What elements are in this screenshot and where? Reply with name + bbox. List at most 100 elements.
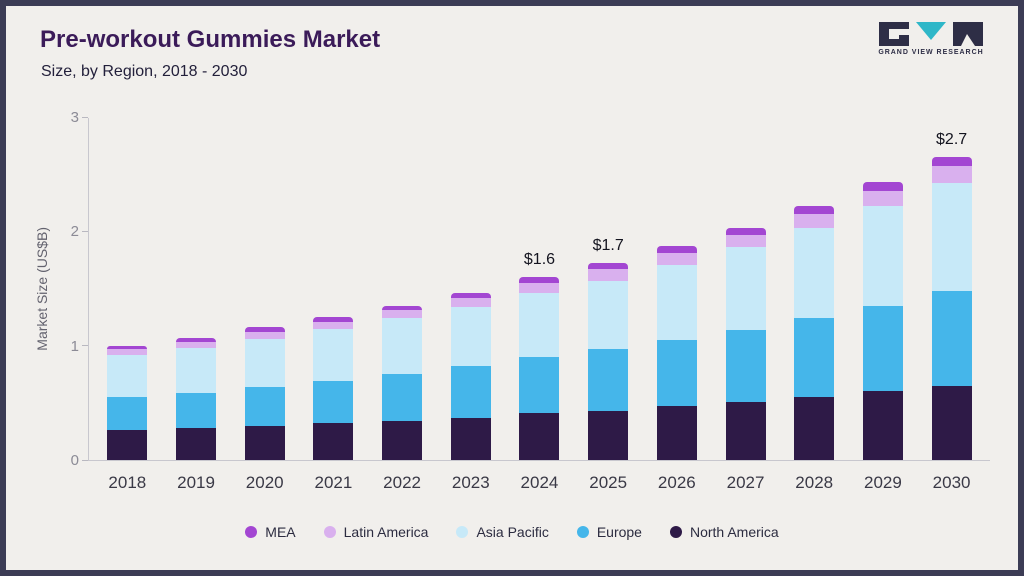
bar-group-2025: $1.7 <box>588 118 629 460</box>
legend-swatch-icon <box>669 526 682 538</box>
bar-segment-latin-america <box>725 234 766 248</box>
bar-segment-europe <box>107 397 148 431</box>
bar-segment-asia-pacific <box>931 183 972 291</box>
legend-item-latin-america: Latin America <box>323 524 429 540</box>
bar-segment-latin-america <box>656 253 697 265</box>
bar-segment-asia-pacific <box>519 293 560 358</box>
bar-segment-north-america <box>519 413 560 460</box>
x-axis-tick-label: 2018 <box>108 473 147 492</box>
page-title: Pre-workout Gummies Market <box>40 26 381 53</box>
chart-header: Pre-workout Gummies Market Size, by Regi… <box>40 26 380 81</box>
bar-segment-asia-pacific <box>450 306 491 367</box>
x-axis-tick-label: 2023 <box>451 473 490 492</box>
y-axis-tick-label: 2 <box>70 223 79 241</box>
x-axis-tick-label: 2027 <box>726 473 765 492</box>
logo-caption: GRAND VIEW RESEARCH <box>878 49 984 56</box>
bar-segment-north-america <box>588 410 629 460</box>
bar-group-2019 <box>176 118 217 460</box>
bar-segment-north-america <box>107 430 148 460</box>
bar-segment-north-america <box>794 397 835 460</box>
legend-label: North America <box>689 524 779 540</box>
legend-label: Asia Pacific <box>476 524 549 540</box>
bar-segment-mea <box>519 277 560 283</box>
bar-segment-europe <box>382 374 423 422</box>
x-axis-tick-label: 2020 <box>245 473 284 492</box>
y-axis-title-wrap: Market Size (US$B) <box>33 118 51 460</box>
bar-segment-mea <box>244 327 285 332</box>
x-axis-tick-label: 2019 <box>177 473 215 492</box>
bar-segment-mea <box>656 246 697 254</box>
bar-group-2024: $1.6 <box>519 118 560 460</box>
bar-segment-mea <box>588 263 629 270</box>
bar-segment-mea <box>862 182 903 192</box>
bar-segment-north-america <box>450 417 491 460</box>
bar-group-2026 <box>656 118 697 460</box>
bar-segment-mea <box>794 206 835 215</box>
grand-view-research-logo: GRAND VIEW RESEARCH <box>876 22 986 56</box>
gvr-logo-mark <box>879 22 983 46</box>
bar-segment-asia-pacific <box>862 206 903 306</box>
bar-segment-mea <box>313 317 354 322</box>
bar-group-2021 <box>313 118 354 460</box>
x-axis-tick-label: 2026 <box>657 473 696 492</box>
legend-item-europe: Europe <box>576 524 642 540</box>
bar-value-annotation: $1.6 <box>523 251 556 269</box>
legend-label: MEA <box>265 524 296 540</box>
y-axis-tick-mark <box>82 116 88 118</box>
legend-label: Latin America <box>343 524 429 540</box>
y-axis-tick-mark <box>82 345 88 347</box>
bar-segment-mea <box>176 337 217 343</box>
y-axis-tick-label: 1 <box>70 337 79 355</box>
y-axis-title: Market Size (US$B) <box>34 227 50 351</box>
bar-segment-latin-america <box>176 342 217 349</box>
y-axis-tick-mark <box>82 459 88 461</box>
bar-segment-europe <box>794 318 835 398</box>
bar-segment-europe <box>656 340 697 407</box>
bar-segment-asia-pacific <box>656 264 697 341</box>
bar-segment-asia-pacific <box>588 280 629 350</box>
bar-segment-latin-america <box>519 282 560 294</box>
bar-segment-europe <box>725 329 766 402</box>
legend-item-asia-pacific: Asia Pacific <box>456 524 549 540</box>
bar-segment-north-america <box>313 423 354 460</box>
bar-segment-latin-america <box>794 214 835 228</box>
legend-item-north-america: North America <box>669 524 779 540</box>
bar-segment-europe <box>588 349 629 411</box>
bar-segment-asia-pacific <box>382 318 423 375</box>
x-axis-tick-label: 2024 <box>520 473 559 492</box>
bar-segment-latin-america <box>862 191 903 207</box>
bar-group-2030: $2.7 <box>931 118 972 460</box>
stacked-bar-chart: Market Size (US$B) 0 1 2 3 $1.6 $1.7 $2.7 201… <box>34 109 990 492</box>
bar-value-annotation: $2.7 <box>936 131 968 148</box>
bar-group-2028 <box>794 118 835 460</box>
bar-segment-latin-america <box>450 297 491 307</box>
legend-item-mea: MEA <box>245 524 296 540</box>
x-axis-tick-label: 2028 <box>795 473 834 492</box>
bar-segment-asia-pacific <box>107 354 148 398</box>
bar-segment-asia-pacific <box>176 348 217 393</box>
bar-segment-latin-america <box>588 269 629 281</box>
x-axis-tick-label: 2021 <box>314 473 353 492</box>
y-axis-tick-label: 3 <box>70 109 79 126</box>
legend-label: Europe <box>596 524 642 540</box>
legend-swatch-icon <box>245 526 258 538</box>
bar-segment-north-america <box>176 428 217 460</box>
bar-segment-mea <box>931 157 972 167</box>
bar-segment-north-america <box>244 425 285 460</box>
bar-segment-asia-pacific <box>313 328 354 382</box>
bar-group-2020 <box>244 118 285 460</box>
bars: $1.6 $1.7 $2.7 <box>89 118 990 460</box>
bar-segment-latin-america <box>244 331 285 339</box>
plot-area: Market Size (US$B) 0 1 2 3 $1.6 $1.7 $2.7 201… <box>34 109 990 492</box>
bar-segment-mea <box>382 305 423 311</box>
bar-segment-europe <box>176 392 217 428</box>
x-axis-tick-label: 2030 <box>932 473 971 492</box>
bar-segment-latin-america <box>931 166 972 184</box>
x-axis-tick-label: 2025 <box>589 473 628 492</box>
bar-segment-north-america <box>931 385 972 460</box>
bar-segment-latin-america <box>382 310 423 319</box>
legend: MEA Latin America Asia Pacific Europe North … <box>6 524 1018 540</box>
bar-group-2027 <box>725 118 766 460</box>
bar-segment-north-america <box>382 421 423 460</box>
bar-segment-mea <box>725 227 766 235</box>
